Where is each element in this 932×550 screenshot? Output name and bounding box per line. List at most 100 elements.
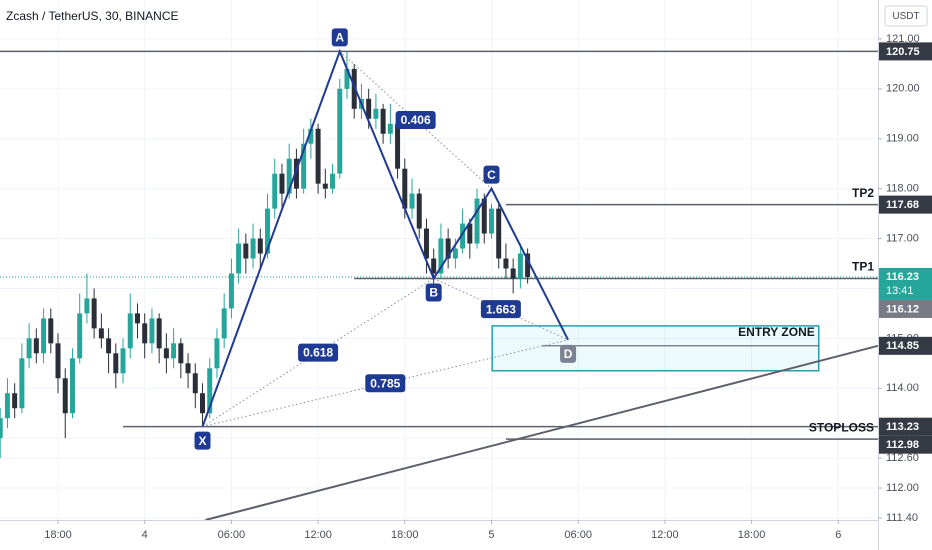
candle-body bbox=[113, 353, 119, 374]
y-tick-label: 118.00 bbox=[886, 183, 919, 195]
candle-body bbox=[228, 273, 234, 309]
candle-body bbox=[366, 98, 372, 119]
candle-body bbox=[77, 313, 83, 359]
candle-body bbox=[344, 68, 350, 89]
candle-body bbox=[438, 238, 444, 274]
candle-body bbox=[33, 338, 39, 354]
x-tick-label: 6 bbox=[835, 529, 841, 541]
candle-body bbox=[134, 313, 140, 324]
price-tag-label: 114.85 bbox=[886, 340, 919, 352]
x-tick-label: 18:00 bbox=[391, 529, 419, 541]
point-label: X bbox=[198, 434, 206, 448]
candle-body bbox=[488, 208, 494, 234]
candle-body bbox=[26, 338, 32, 359]
x-tick-label: 06:00 bbox=[564, 529, 592, 541]
candle-body bbox=[510, 268, 516, 279]
candle-body bbox=[171, 343, 177, 359]
x-tick-label: 18:00 bbox=[44, 529, 72, 541]
candle-body bbox=[98, 328, 104, 339]
y-tick-label: 121.00 bbox=[886, 33, 920, 45]
y-tick-label: 117.00 bbox=[886, 232, 919, 244]
candle-body bbox=[517, 253, 523, 279]
trendline bbox=[205, 344, 879, 521]
candle-body bbox=[387, 123, 393, 134]
candles bbox=[0, 51, 531, 459]
y-tick-label: 114.00 bbox=[886, 382, 919, 394]
price-tag bbox=[879, 42, 932, 61]
ratio-box bbox=[365, 374, 406, 393]
ratio-line bbox=[433, 278, 569, 341]
price-tag bbox=[879, 195, 932, 214]
price-tag bbox=[879, 336, 932, 355]
candle-body bbox=[62, 378, 68, 414]
point-label: C bbox=[487, 168, 496, 182]
candle-body bbox=[48, 318, 54, 344]
candle-body bbox=[496, 208, 502, 259]
candle-body bbox=[525, 253, 531, 277]
price-tag-label: 112.98 bbox=[886, 439, 919, 451]
price-tag-label: 117.68 bbox=[886, 199, 919, 211]
ratio-line bbox=[202, 339, 569, 428]
candle-body bbox=[236, 243, 242, 274]
y-tick-label: 119.00 bbox=[886, 133, 919, 145]
candle-body bbox=[286, 158, 292, 194]
entry-zone-label: ENTRY ZONE bbox=[738, 325, 815, 339]
candle-body bbox=[337, 88, 343, 174]
price-tag bbox=[879, 299, 932, 318]
candle-body bbox=[142, 323, 148, 344]
candle-body bbox=[474, 198, 480, 244]
candle-body bbox=[423, 228, 429, 259]
candle-body bbox=[91, 298, 97, 329]
candle-body bbox=[127, 313, 133, 349]
candle-body bbox=[301, 143, 307, 189]
candle-body bbox=[84, 298, 90, 314]
last-price-tag bbox=[879, 267, 932, 300]
point-box bbox=[194, 431, 211, 450]
candle-body bbox=[185, 363, 191, 374]
candle-body bbox=[214, 338, 220, 369]
x-tick-label: 4 bbox=[142, 529, 148, 541]
currency-label[interactable]: USDT bbox=[892, 11, 919, 22]
candle-body bbox=[409, 193, 415, 209]
level-label: TP2 bbox=[852, 186, 874, 200]
candle-body bbox=[460, 223, 466, 249]
candle-body bbox=[207, 368, 213, 414]
candle-body bbox=[19, 358, 25, 409]
candle-body bbox=[221, 308, 227, 339]
ratio-box bbox=[395, 111, 436, 130]
price-tag bbox=[879, 417, 932, 436]
candle-body bbox=[156, 318, 162, 349]
point-box bbox=[331, 28, 348, 47]
price-tag-label: 113.23 bbox=[886, 421, 919, 433]
candle-body bbox=[402, 168, 408, 209]
ratio-label: 0.406 bbox=[401, 113, 431, 127]
candle-body bbox=[55, 343, 61, 379]
candle-body bbox=[380, 108, 386, 134]
candle-body bbox=[243, 243, 249, 259]
chart-title: Zcash / TetherUS, 30, BINANCE bbox=[6, 9, 179, 23]
candle-body bbox=[163, 348, 169, 359]
candle-body bbox=[416, 193, 422, 229]
candle-body bbox=[192, 373, 198, 394]
candle-body bbox=[467, 223, 473, 244]
level-label: STOPLOSS bbox=[809, 420, 874, 434]
point-label: A bbox=[335, 31, 344, 45]
point-box bbox=[425, 283, 442, 302]
y-tick-label: 120.00 bbox=[886, 83, 920, 95]
pattern-line bbox=[201, 48, 569, 428]
candle-body bbox=[149, 318, 155, 344]
candle-body bbox=[279, 173, 285, 194]
candle-body bbox=[178, 343, 184, 364]
candle-body bbox=[503, 258, 509, 269]
x-tick-label: 18:00 bbox=[738, 529, 766, 541]
candle-body bbox=[200, 393, 206, 414]
candle-body bbox=[272, 173, 278, 209]
point-label: D bbox=[564, 347, 573, 361]
currency-box[interactable] bbox=[884, 5, 928, 27]
candle-body bbox=[373, 108, 379, 119]
drawings: TP2 TP1 STOPLOSS ENTRY ZONE bbox=[0, 50, 879, 521]
entry-zone bbox=[491, 325, 820, 372]
ratio-label: 0.618 bbox=[303, 346, 333, 360]
